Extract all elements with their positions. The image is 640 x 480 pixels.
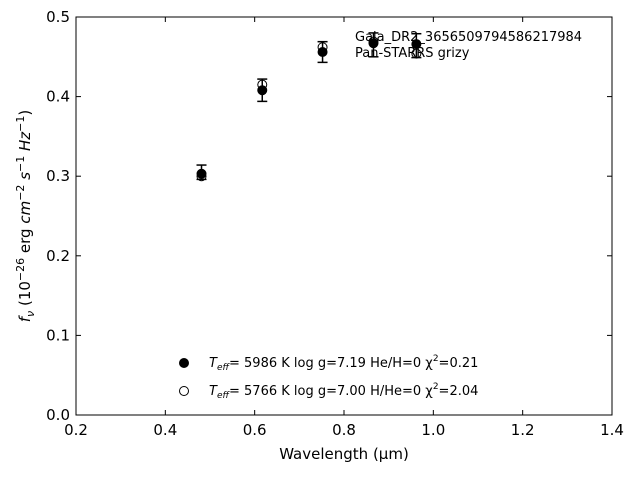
model-point-open	[368, 36, 379, 47]
legend-label-filled: Teff= 5986 K log g=7.19 He/H=0 χ2=0.21	[209, 354, 478, 373]
annotation-survey: Pan-STARRS grizy	[355, 46, 470, 61]
model-point-open	[317, 42, 328, 53]
x-tick-label: 1.0	[421, 421, 445, 439]
annotation-source-id: Gaia_DR2_3656509794586217984	[355, 30, 582, 45]
model-point-filled	[196, 168, 207, 179]
x-tick-label: 1.2	[511, 421, 535, 439]
y-tick-label: 0.2	[46, 247, 70, 265]
x-axis-ticks: 0.2 0.4 0.6 0.8 1.0 1.2 1.4	[64, 17, 624, 439]
series-layer	[196, 36, 422, 182]
model-point-open	[411, 48, 422, 59]
legend-marker-open	[179, 386, 189, 396]
model-point-open	[196, 171, 207, 182]
x-tick-label: 0.2	[64, 421, 88, 439]
y-tick-label: 0.4	[46, 88, 70, 106]
y-tick-label: 0.1	[46, 326, 70, 344]
y-axis-ticks: 0.0 0.1 0.2 0.3 0.4 0.5	[46, 8, 612, 424]
model-point-filled	[257, 85, 268, 96]
x-tick-label: 1.4	[600, 421, 624, 439]
legend: Teff= 5986 K log g=7.19 He/H=0 χ2=0.21 T…	[179, 354, 478, 401]
y-axis-label: fν (10−26 erg cm−2 s−1 Hz−1)	[14, 110, 37, 322]
y-tick-label: 0.5	[46, 8, 70, 26]
model-point-filled	[411, 39, 422, 50]
x-tick-label: 0.4	[153, 421, 177, 439]
x-tick-label: 0.8	[332, 421, 356, 439]
x-axis-label: Wavelength (μm)	[279, 445, 409, 463]
legend-marker-filled	[179, 358, 189, 368]
y-tick-label: 0.3	[46, 167, 70, 185]
y-tick-label: 0.0	[46, 406, 70, 424]
legend-label-open: Teff= 5766 K log g=7.00 H/He=0 χ2=2.04	[209, 382, 478, 401]
model-point-open	[257, 79, 268, 90]
x-tick-label: 0.6	[243, 421, 267, 439]
